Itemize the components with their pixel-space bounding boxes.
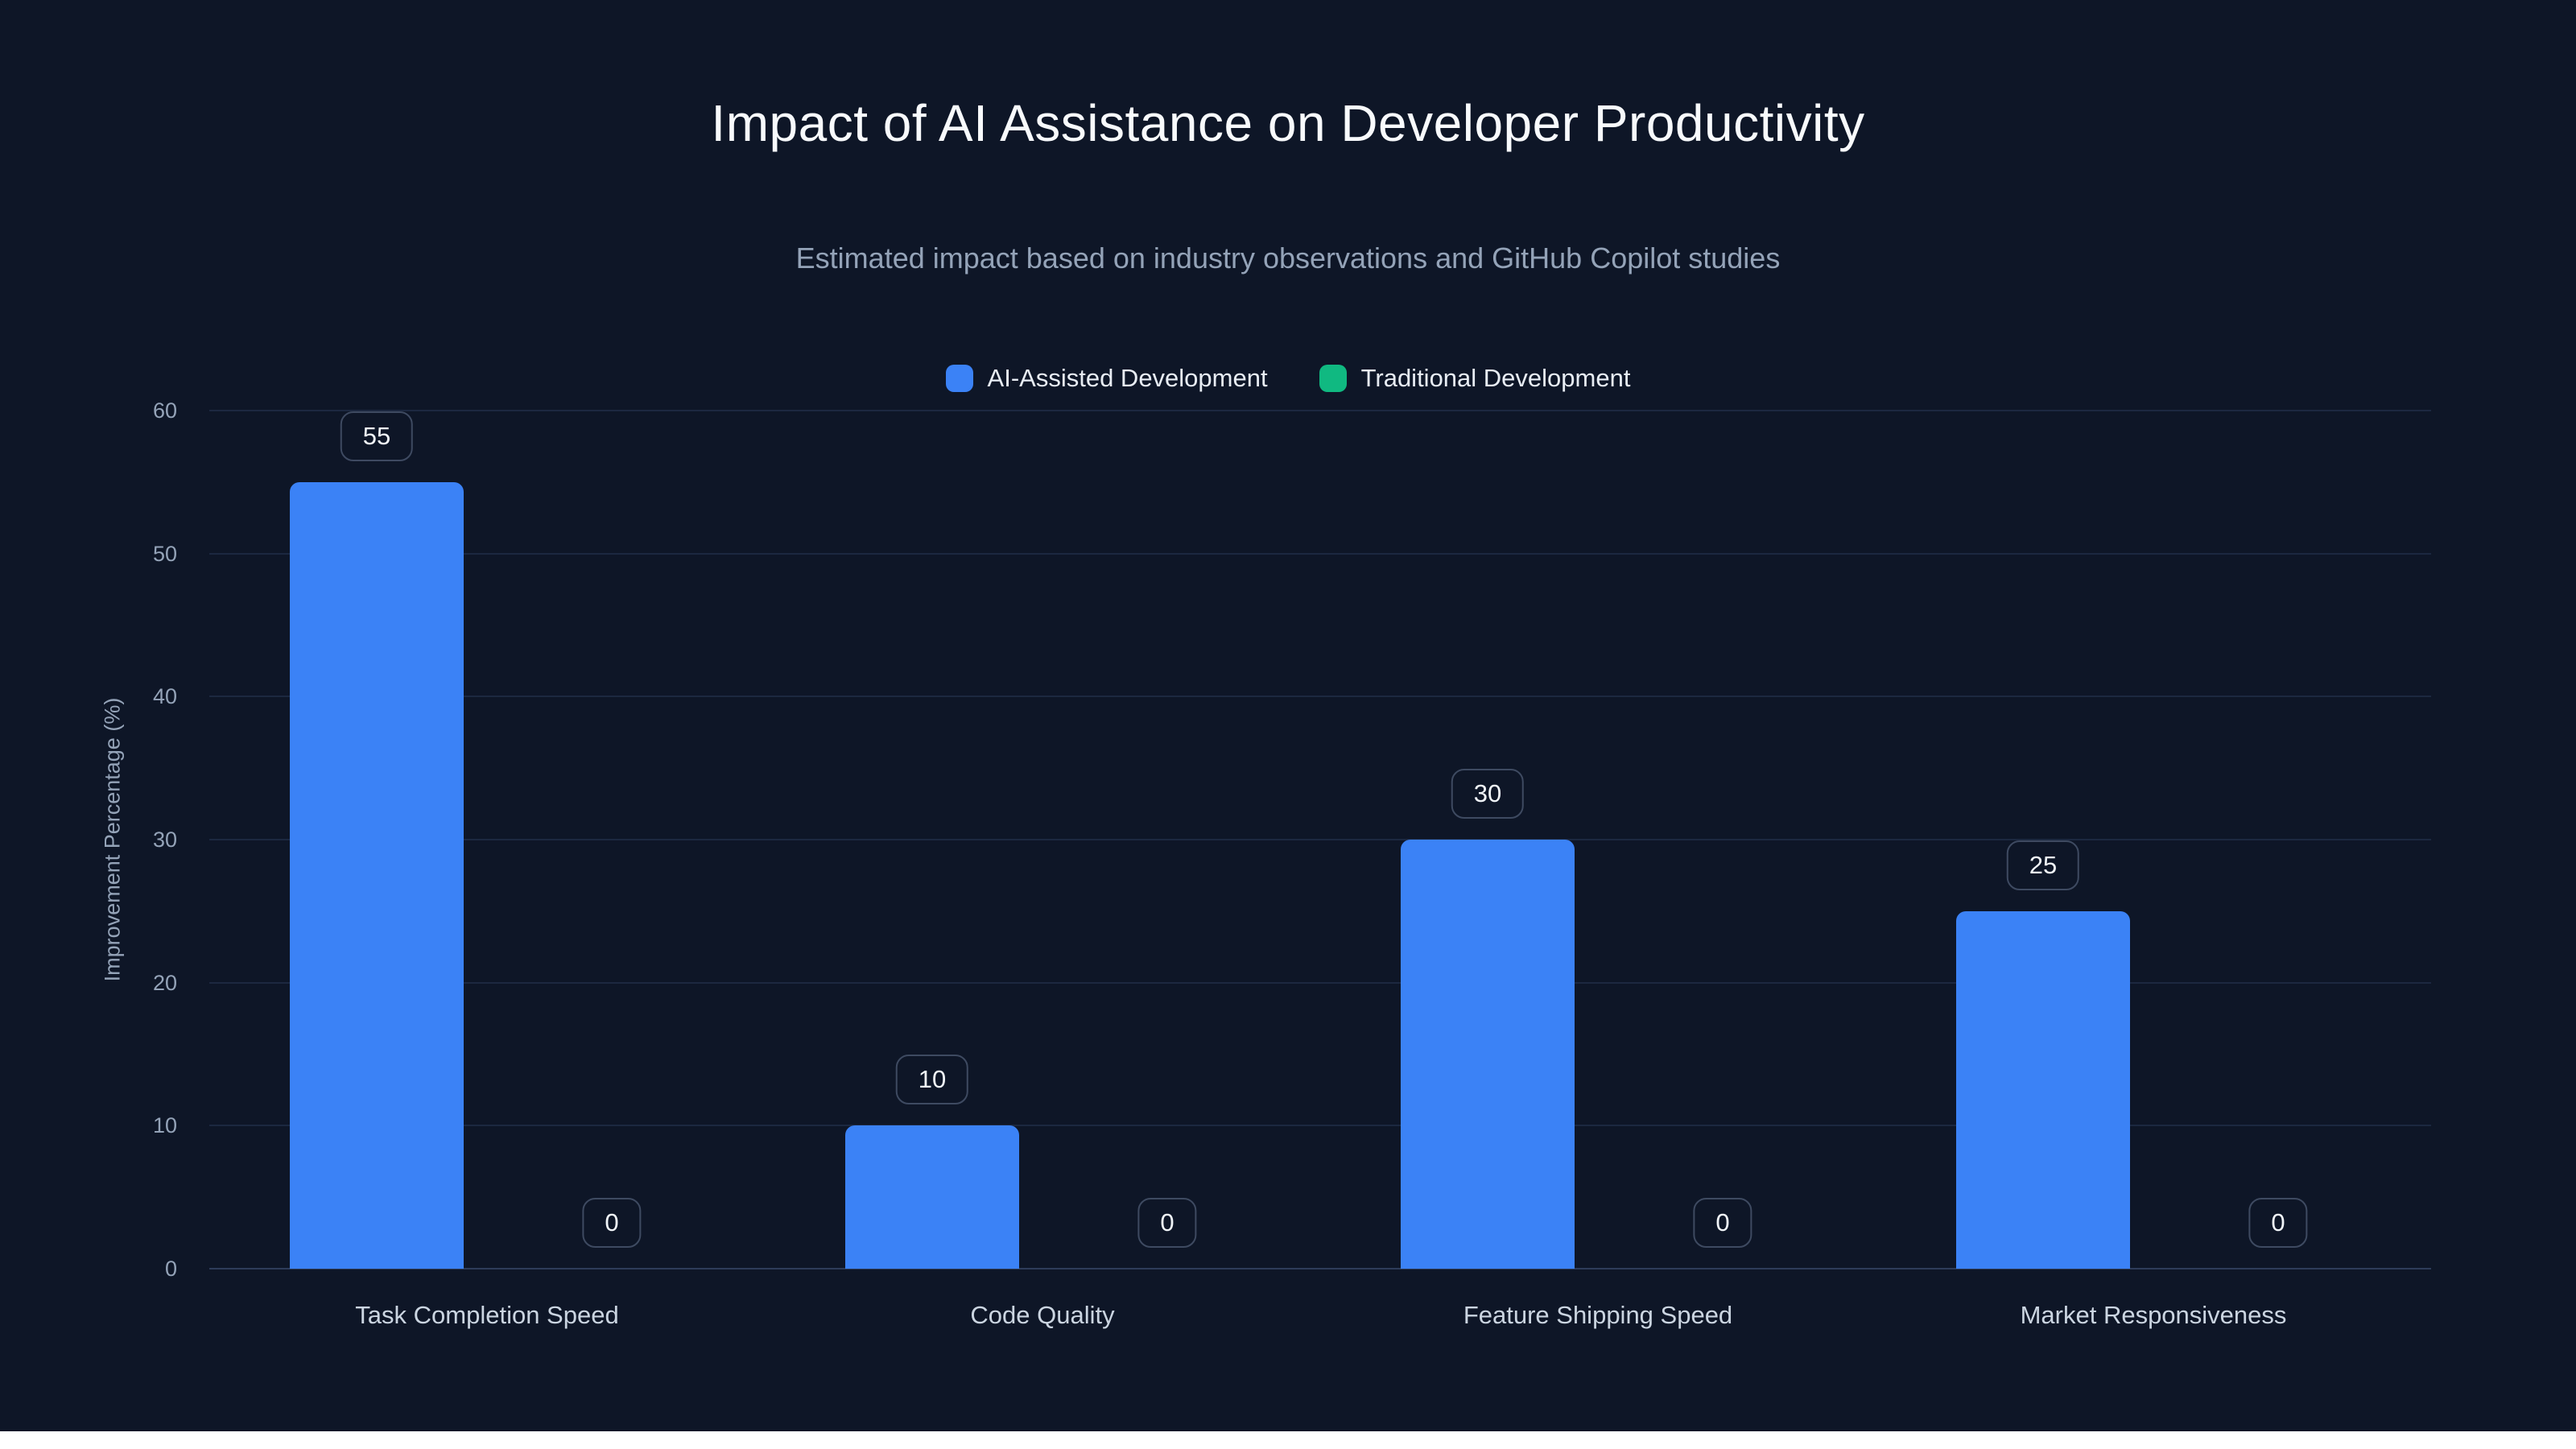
bar-ai-assisted-development-feature-shipping-speed[interactable] [1401, 840, 1575, 1269]
chart-title: Impact of AI Assistance on Developer Pro… [711, 94, 1865, 152]
bar-ai-assisted-development-market-responsiveness[interactable] [1956, 911, 2130, 1269]
gridline-30 [209, 839, 2431, 840]
category-label-task-completion-speed: Task Completion Speed [355, 1301, 619, 1329]
bar-ai-assisted-development-code-quality[interactable] [845, 1125, 1019, 1269]
value-badge-traditional-development-feature-shipping-speed: 0 [1693, 1198, 1752, 1248]
gridline-10 [209, 1125, 2431, 1127]
y-tick-label-50: 50 [152, 541, 177, 566]
value-badge-ai-assisted-development-code-quality: 10 [895, 1055, 969, 1104]
bottom-strip [0, 1431, 2576, 1449]
y-tick-label-0: 0 [164, 1257, 177, 1281]
gridline-20 [209, 981, 2431, 984]
gridline-60 [209, 410, 2431, 411]
plot-area: 0 10 20 30 40 50 60 Task Completion Speed 55 0 Cod… [153, 398, 2431, 1329]
bar-ai-assisted-development-task-completion-speed[interactable] [290, 482, 464, 1269]
y-tick-label-40: 40 [152, 684, 177, 709]
value-badge-ai-assisted-development-task-completion-speed: 55 [340, 411, 414, 461]
category-label-feature-shipping-speed: Feature Shipping Speed [1463, 1301, 1733, 1329]
legend-item-ai-assisted-development[interactable]: AI-Assisted Development [945, 364, 1268, 393]
legend-swatch-ai-assisted-development [945, 365, 973, 392]
legend-swatch-traditional-development [1319, 365, 1347, 392]
y-tick-label-30: 30 [152, 828, 177, 852]
value-badge-traditional-development-code-quality: 0 [1137, 1198, 1197, 1248]
value-badge-ai-assisted-development-feature-shipping-speed: 30 [1451, 769, 1525, 819]
category-label-code-quality: Code Quality [970, 1301, 1115, 1329]
value-badge-traditional-development-task-completion-speed: 0 [582, 1198, 642, 1248]
gridline-40 [209, 696, 2431, 698]
category-label-market-responsiveness: Market Responsiveness [2020, 1301, 2287, 1329]
gridline-50 [209, 552, 2431, 555]
chart-subtitle: Estimated impact based on industry obser… [795, 242, 1781, 275]
gridline-0 [209, 1268, 2431, 1269]
value-badge-ai-assisted-development-market-responsiveness: 25 [2006, 840, 2080, 890]
chart-legend: AI-Assisted Development Traditional Devel… [0, 364, 2576, 393]
y-tick-label-10: 10 [152, 1113, 177, 1138]
y-tick-label-20: 20 [152, 970, 177, 995]
y-tick-label-60: 60 [152, 398, 177, 423]
value-badge-traditional-development-market-responsiveness: 0 [2248, 1198, 2308, 1248]
legend-label-ai-assisted-development: AI-Assisted Development [987, 364, 1268, 392]
legend-item-traditional-development[interactable]: Traditional Development [1319, 364, 1631, 393]
legend-label-traditional-development: Traditional Development [1360, 364, 1631, 392]
